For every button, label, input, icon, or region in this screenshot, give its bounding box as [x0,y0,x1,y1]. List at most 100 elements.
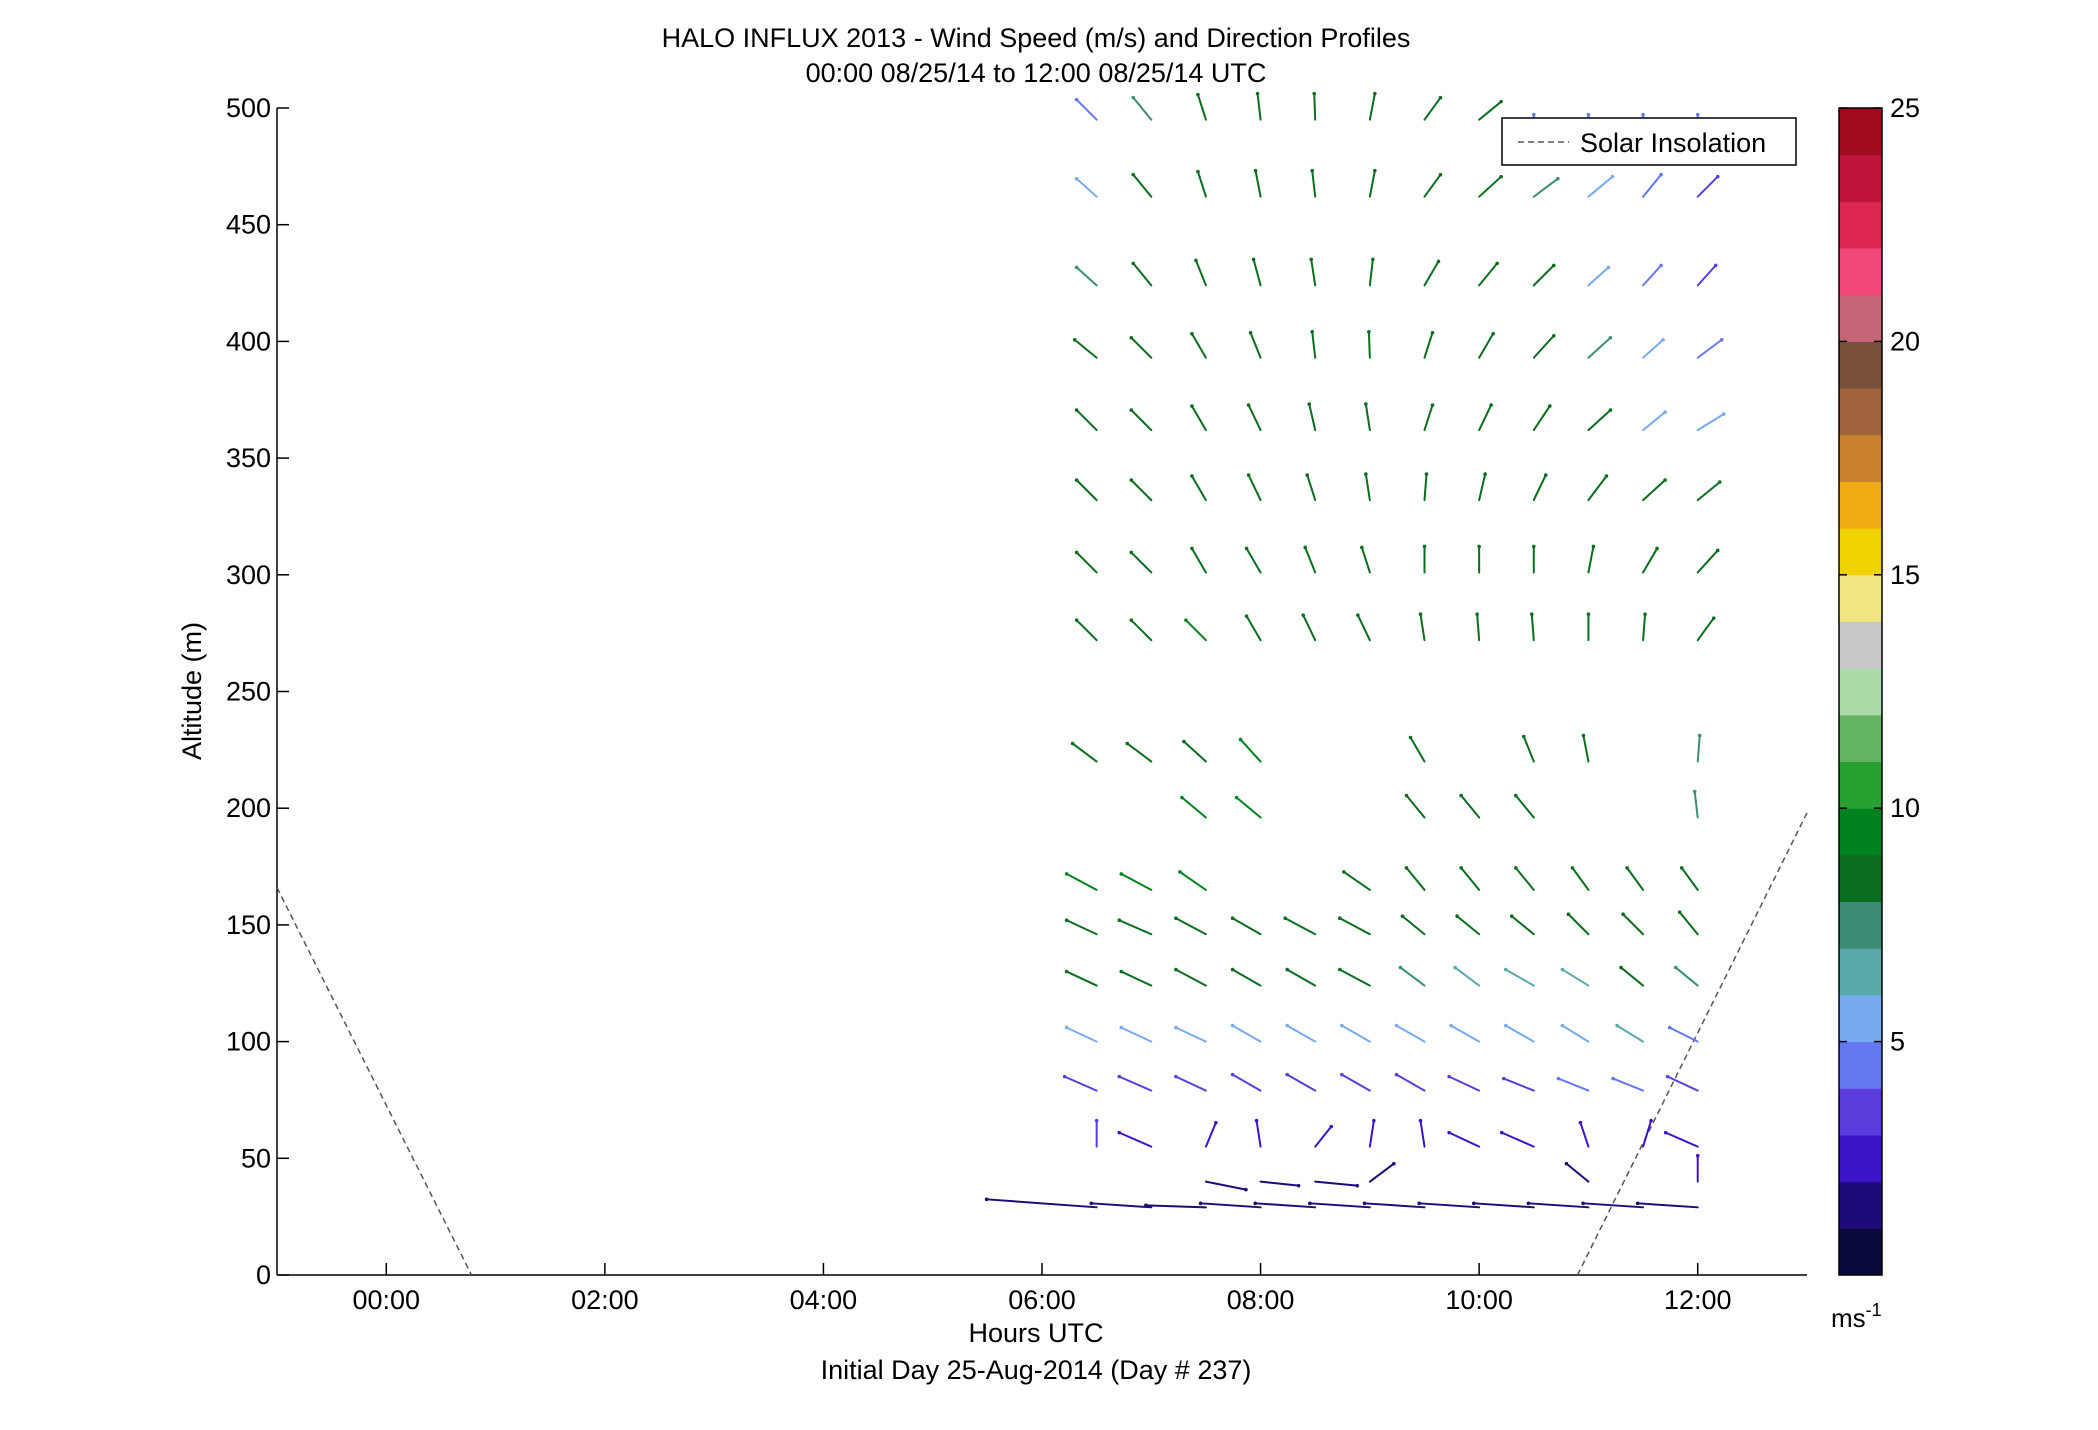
wind-barb [1423,96,1442,121]
wind-barb-head [1255,91,1260,96]
wind-barb-head [1119,1025,1124,1030]
wind-barb [1075,619,1098,642]
legend: Solar Insolation [1501,117,1797,166]
wind-barb-head [1665,1074,1670,1079]
wind-barb-head [1459,866,1463,870]
wind-barb [1587,475,1608,502]
chart-subtitle: 00:00 08/25/14 to 12:00 08/25/14 UTC [806,58,1267,88]
wind-barb-head [1373,168,1377,173]
wind-barb-head [1394,1072,1399,1077]
wind-barb-head [1483,472,1487,476]
wind-barb-head [1064,918,1069,923]
wind-barb-head [1649,1118,1653,1123]
wind-barb [1478,332,1495,359]
wind-barb-head [1144,1203,1148,1208]
wind-barb-head [1251,257,1256,262]
wind-barb-head [1404,866,1409,870]
wind-barb [1247,474,1262,502]
colorbar-band [1839,201,1882,249]
wind-barb-head [1697,733,1702,738]
wind-barb [1130,336,1153,359]
wind-barb-head [1131,172,1136,177]
wind-barb-head [1360,545,1364,550]
wind-barb-head [1308,1201,1312,1206]
wind-barb [1423,404,1434,432]
wind-barb-head [1581,1201,1585,1206]
wind-barb-head [1499,174,1503,179]
wind-barb-head [1074,618,1079,622]
colorbar-unit-base: ms [1831,1303,1866,1333]
wind-barb [1587,409,1612,432]
wind-barb [1338,968,1371,987]
wind-barb [1174,1026,1207,1043]
wind-barb-head [1695,112,1700,117]
wind-barb [1180,796,1207,819]
wind-barb-head [1174,1025,1178,1030]
wind-barb-head [1417,1201,1421,1206]
wind-barb-head [1338,916,1342,921]
wind-barb [1567,913,1590,936]
wind-barb [1696,734,1701,763]
wind-barb-head [1309,257,1314,262]
colorbar-band [1839,574,1882,622]
wind-barb-head [1566,912,1571,917]
wind-barb-head [1364,472,1368,476]
wind-barb [1696,264,1717,287]
wind-barb [1642,173,1663,198]
y-tick-label: 400 [226,326,271,356]
wind-barb-head [1285,967,1290,972]
colorbar-band [1839,901,1882,949]
y-tick-label: 150 [226,910,271,940]
wind-barb-head [1547,404,1552,408]
wind-barb-head [1367,329,1371,334]
wind-barb [1090,1202,1153,1209]
wind-barb [1478,262,1499,287]
wind-barb [1174,1075,1207,1092]
wind-barb-head [1392,1161,1396,1166]
wind-barb [1504,1024,1535,1043]
wind-barb-head [1586,112,1591,117]
wind-barb [1256,92,1262,121]
wind-barb [1678,911,1699,936]
wind-barb-head [1615,1023,1619,1028]
wind-barb-head [1430,330,1435,335]
wind-barb-head [1560,967,1565,972]
wind-barb-head [1581,733,1586,738]
y-tick-label: 300 [226,560,271,590]
x-tick-label: 12:00 [1664,1285,1732,1315]
wind-barb-head [1586,612,1591,616]
wind-barb [1478,175,1503,198]
wind-barb [1144,1204,1207,1209]
wind-barb [1664,1131,1699,1148]
wind-barb [1196,170,1207,198]
wind-barb-head [1422,544,1427,549]
wind-barb [1130,479,1153,502]
wind-barb-head [1526,1201,1531,1206]
wind-barb-head [1371,257,1375,262]
wind-barb-head [1198,1201,1203,1206]
wind-barb [1423,173,1442,198]
colorbar-band [1839,1134,1882,1183]
wind-barb-head [1089,1201,1094,1206]
wind-barb-head [1062,1074,1067,1079]
wind-barb [1510,915,1535,936]
wind-barb [1073,338,1098,359]
colorbar-band [1839,994,1882,1043]
wind-barb [1314,1180,1359,1187]
wind-barb [1065,919,1098,936]
wind-barb [1308,403,1317,432]
wind-barb-head [1285,1072,1290,1077]
wind-barb [1126,742,1153,763]
wind-barb-head [1174,967,1178,972]
wind-barb [1565,1162,1590,1183]
wind-barb-head [1310,329,1315,334]
wind-barb [1178,870,1207,891]
wind-barb [1399,966,1426,987]
wind-barb-head [1117,1074,1122,1079]
chart-title: HALO INFLUX 2013 - Wind Speed (m/s) and … [662,23,1411,53]
wind-barb [1190,405,1207,432]
wind-barb-head [1342,870,1346,874]
wind-barb-head [1560,1023,1565,1028]
colorbar-band [1839,854,1882,903]
